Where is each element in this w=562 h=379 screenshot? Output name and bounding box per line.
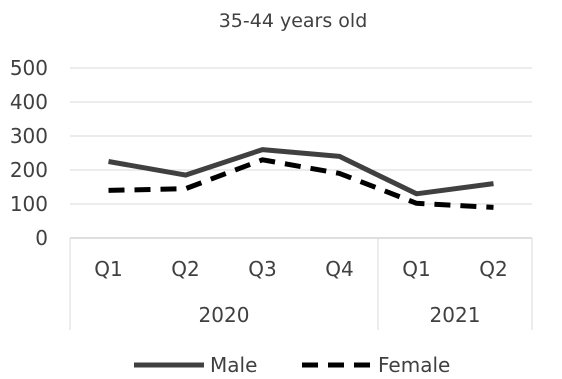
y-tick-label: 400: [10, 90, 48, 114]
y-tick-label: 0: [35, 226, 48, 250]
series-line-female: [108, 157, 494, 210]
y-tick-label: 500: [10, 56, 48, 80]
x-tick-label: Q4: [325, 257, 353, 281]
x-tick-label: Q2: [479, 257, 507, 281]
series-line-male: [108, 147, 494, 197]
y-tick-label: 200: [10, 158, 48, 182]
x-group-label: 2020: [199, 303, 250, 327]
legend-label-female: Female: [378, 353, 450, 377]
x-tick-label: Q2: [171, 257, 199, 281]
y-axis-ticks: 0 100 200 300 400 500: [10, 56, 48, 250]
x-tick-label: Q1: [94, 257, 122, 281]
legend: Male Female: [134, 353, 450, 377]
chart-title: 35-44 years old: [219, 10, 368, 32]
series-lines: [108, 147, 494, 210]
y-tick-label: 300: [10, 124, 48, 148]
x-tick-label: Q3: [248, 257, 276, 281]
x-tick-label: Q1: [402, 257, 430, 281]
x-group-label: 2021: [430, 303, 481, 327]
legend-label-male: Male: [210, 353, 257, 377]
y-tick-label: 100: [10, 192, 48, 216]
